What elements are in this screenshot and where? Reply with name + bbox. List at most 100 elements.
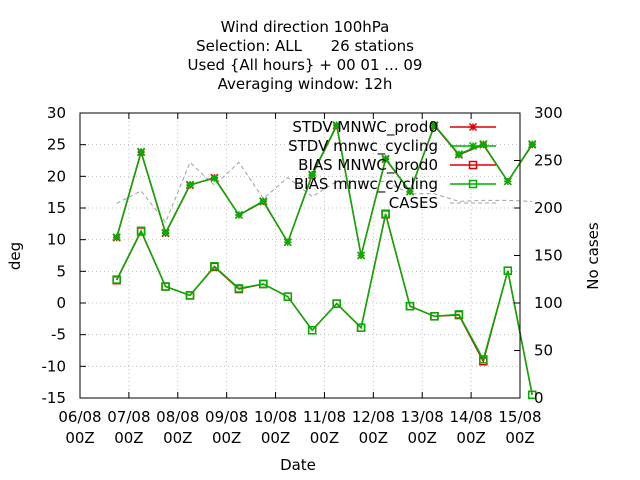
series-line	[116, 213, 533, 395]
data-point	[161, 228, 170, 237]
y-tick-label: 20	[47, 167, 66, 185]
data-point	[332, 121, 341, 130]
x-tick-label-hour: 00Z	[163, 429, 192, 447]
legend-marker	[468, 179, 478, 189]
y2-tick-label: 0	[534, 389, 544, 407]
y-tick-label: -15	[42, 389, 67, 407]
x-tick-label-date: 11/08	[303, 408, 346, 426]
data-point	[307, 325, 317, 335]
data-point	[259, 279, 268, 289]
title-line: Selection: ALL 26 stations	[196, 37, 414, 55]
x-tick-label-hour: 00Z	[65, 429, 94, 447]
series-4	[112, 209, 537, 400]
x-tick-label-hour: 00Z	[359, 429, 388, 447]
data-point	[454, 150, 463, 159]
y-tick-label: 30	[47, 104, 66, 122]
x-tick-label-hour: 00Z	[114, 429, 143, 447]
data-point	[503, 266, 513, 275]
x-tick-label-date: 09/08	[205, 408, 248, 426]
title-line: Wind direction 100hPa	[221, 18, 390, 36]
data-point	[527, 390, 537, 400]
legend-label: BIAS mnwc_cycling	[294, 175, 438, 194]
axis-ticks: -15-10-505101520253005010015020025030006…	[42, 104, 563, 447]
legend-marker	[468, 122, 478, 132]
data-point	[259, 197, 268, 206]
data-point	[283, 238, 292, 247]
x-tick-label-hour: 00Z	[456, 429, 485, 447]
series-2	[112, 121, 537, 260]
data-point	[234, 210, 243, 219]
x-tick-label-date: 13/08	[401, 408, 444, 426]
data-point	[283, 292, 293, 301]
data-point	[112, 233, 121, 242]
data-point	[405, 301, 415, 311]
x-tick-label-hour: 00Z	[261, 429, 290, 447]
data-point	[185, 180, 195, 189]
y-tick-label: -5	[51, 326, 66, 344]
y2-tick-label: 200	[534, 199, 563, 217]
legend-label: STDV mnwc_cycling	[288, 137, 438, 156]
legend-label: STDV MNWC_prod0	[292, 118, 438, 137]
x-tick-label-date: 08/08	[156, 408, 199, 426]
y-tick-label: 5	[56, 262, 66, 280]
data-point	[405, 187, 415, 196]
data-point	[137, 147, 146, 156]
legend-marker	[468, 141, 478, 151]
data-point	[210, 262, 219, 271]
y2-tick-label: 150	[534, 247, 563, 265]
y-tick-label: -10	[42, 357, 67, 375]
y-axis-label: deg	[6, 242, 24, 270]
data-point	[430, 312, 439, 321]
x-tick-label-date: 10/08	[254, 408, 297, 426]
legend-marker	[468, 160, 478, 170]
data-point	[136, 226, 146, 236]
data-point	[356, 323, 366, 332]
series-5	[116, 161, 533, 224]
legend-label: BIAS MNWC_prod0	[298, 156, 438, 175]
title-line: Averaging window: 12h	[218, 75, 393, 93]
data-point	[234, 284, 244, 293]
data-point	[185, 291, 195, 300]
y-tick-label: 10	[47, 231, 66, 249]
data-point	[161, 282, 170, 291]
x-tick-label-hour: 00Z	[408, 429, 437, 447]
y-tick-label: 15	[47, 199, 66, 217]
x-tick-label-date: 14/08	[449, 408, 492, 426]
y-tick-label: 25	[47, 136, 66, 154]
data-point	[454, 310, 464, 319]
data-point	[112, 275, 121, 284]
x-tick-label-hour: 00Z	[505, 429, 534, 447]
data-point	[381, 154, 390, 163]
title-line: Used {All hours} + 00 01 ... 09	[188, 56, 423, 74]
data-point	[332, 299, 341, 308]
data-point	[308, 170, 317, 179]
x-axis-label: Date	[280, 456, 316, 474]
data-point	[430, 121, 439, 130]
series-layer	[112, 121, 537, 400]
data-point	[479, 355, 488, 364]
y2-tick-label: 50	[534, 342, 553, 360]
series-line	[115, 122, 533, 256]
y2-axis-label: No cases	[584, 222, 602, 290]
data-point	[528, 140, 537, 149]
data-point	[210, 174, 219, 183]
data-point	[357, 251, 366, 260]
x-tick-label-date: 12/08	[352, 408, 395, 426]
y2-tick-label: 300	[534, 104, 563, 122]
legend-label: CASES	[389, 194, 438, 212]
x-tick-label-date: 15/08	[498, 408, 541, 426]
x-tick-label-hour: 00Z	[310, 429, 339, 447]
y-tick-label: 0	[56, 294, 66, 312]
series-3	[112, 210, 537, 400]
x-tick-label-date: 07/08	[107, 408, 150, 426]
y2-tick-label: 250	[534, 152, 563, 170]
x-tick-label-date: 06/08	[58, 408, 101, 426]
data-point	[381, 209, 390, 218]
x-tick-label-hour: 00Z	[212, 429, 241, 447]
y2-tick-label: 100	[534, 294, 563, 312]
data-point	[503, 177, 512, 186]
series-line	[116, 161, 533, 224]
